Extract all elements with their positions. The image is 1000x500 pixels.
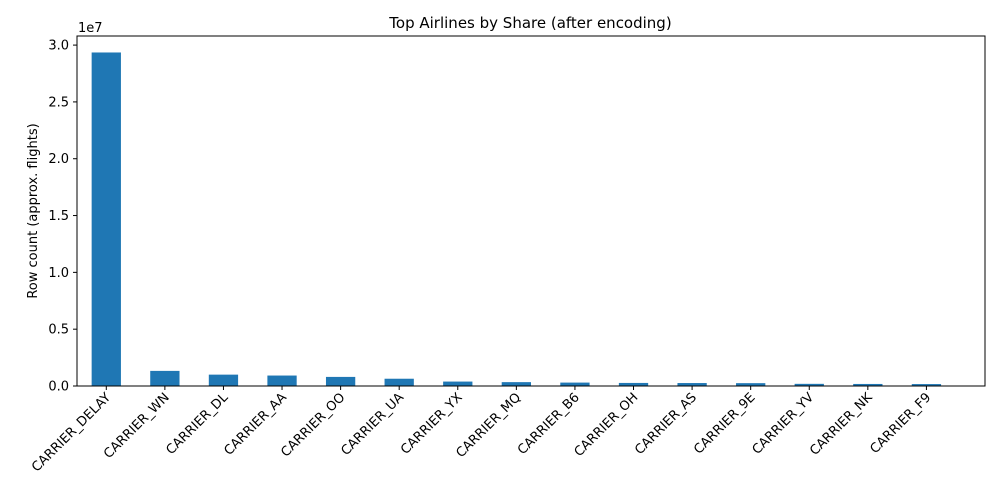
bar-carrier-delay (91, 52, 121, 387)
bar-carrier-oh (618, 382, 649, 386)
x-tick-label: CARRIER_UA (338, 390, 407, 459)
bar-carrier-yx (443, 381, 473, 386)
y-tick-label: 2.5 (48, 95, 69, 110)
bars-group (91, 52, 942, 387)
y-tick-label: 1.5 (48, 209, 69, 224)
y-tick-label: 3.0 (48, 39, 69, 54)
bar-carrier-b6 (560, 382, 590, 386)
y-axis-offset-label: 1e7 (78, 21, 103, 36)
y-tick-label: 0.5 (48, 323, 69, 338)
y-tick-label: 2.0 (48, 152, 69, 167)
y-tick-label: 0.0 (48, 380, 69, 395)
bar-carrier-as (677, 383, 707, 386)
y-axis-ticks: 0.0 0.5 1.0 1.5 2.0 2.5 3.0 (48, 39, 77, 395)
x-tick-label: CARRIER_AS (632, 390, 700, 458)
y-tick-label: 1.0 (48, 266, 69, 281)
plot-frame (76, 35, 986, 387)
bar-carrier-mq (501, 382, 531, 386)
x-tick-label: CARRIER_NK (807, 390, 876, 459)
bar-carrier-dl (208, 374, 239, 386)
chart-title: Top Airlines by Share (after encoding) (388, 14, 671, 32)
x-tick-label: CARRIER_F9 (868, 390, 935, 457)
bar-carrier-oo (325, 376, 356, 386)
bar-carrier-wn (150, 370, 180, 386)
bar-carrier-nk (853, 383, 883, 386)
bar-carrier-aa (267, 375, 297, 386)
x-tick-label: CARRIER_9E (691, 390, 758, 457)
bar-carrier-f9 (911, 384, 942, 386)
y-axis-label: Row count (approx. flights) (26, 123, 41, 298)
bar-carrier-yv (794, 383, 824, 386)
bar-carrier-ua (384, 378, 414, 386)
x-tick-label: CARRIER_DELAY (29, 390, 114, 475)
x-axis-ticks: CARRIER_DELAYCARRIER_WNCARRIER_DLCARRIER… (29, 386, 934, 475)
bar-carrier-9e (736, 383, 766, 386)
